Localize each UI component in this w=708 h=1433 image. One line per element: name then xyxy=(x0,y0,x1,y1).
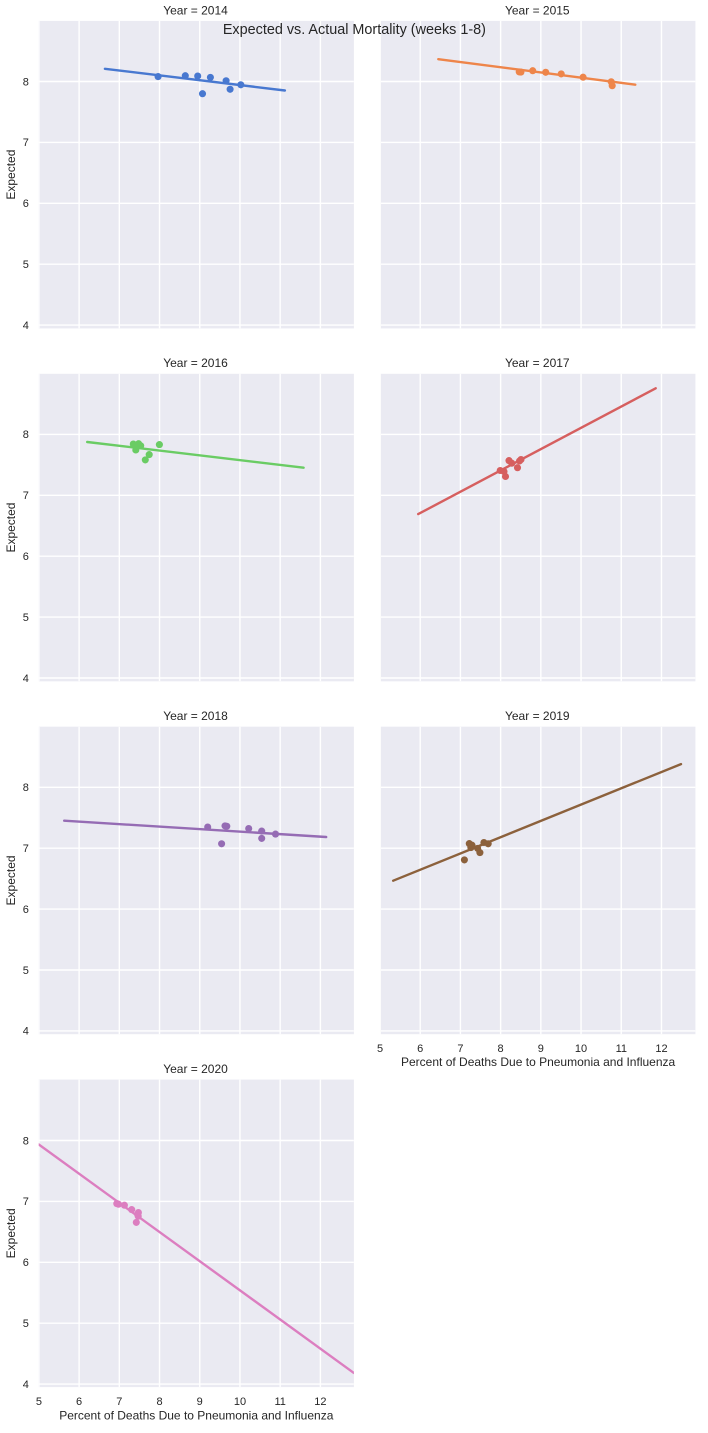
svg-text:Percent of Deaths Due to Pneum: Percent of Deaths Due to Pneumonia and I… xyxy=(401,1055,676,1069)
svg-text:Year = 2014: Year = 2014 xyxy=(163,4,228,18)
svg-text:8: 8 xyxy=(23,1135,29,1147)
svg-text:Expected: Expected xyxy=(4,1208,18,1258)
svg-text:6: 6 xyxy=(23,198,29,210)
svg-text:6: 6 xyxy=(76,1396,82,1408)
svg-text:Expected: Expected xyxy=(4,855,18,905)
svg-text:7: 7 xyxy=(457,1043,463,1055)
svg-text:Year = 2016: Year = 2016 xyxy=(163,356,228,370)
svg-text:7: 7 xyxy=(23,1196,29,1208)
svg-text:4: 4 xyxy=(23,673,29,685)
svg-text:4: 4 xyxy=(23,1379,29,1391)
svg-text:Year = 2020: Year = 2020 xyxy=(163,1062,228,1076)
svg-text:Expected vs. Actual Mortality: Expected vs. Actual Mortality (weeks 1-8… xyxy=(223,22,486,38)
svg-text:6: 6 xyxy=(417,1043,423,1055)
svg-text:Year = 2017: Year = 2017 xyxy=(505,356,570,370)
svg-text:5: 5 xyxy=(23,259,29,271)
svg-text:11: 11 xyxy=(616,1043,627,1055)
svg-text:4: 4 xyxy=(23,320,29,332)
svg-text:Expected: Expected xyxy=(4,150,18,200)
svg-text:5: 5 xyxy=(377,1043,383,1055)
svg-text:Year = 2018: Year = 2018 xyxy=(163,709,228,723)
svg-text:8: 8 xyxy=(23,782,29,794)
svg-text:6: 6 xyxy=(23,551,29,563)
svg-text:5: 5 xyxy=(23,965,29,977)
svg-text:12: 12 xyxy=(314,1396,326,1408)
svg-text:7: 7 xyxy=(23,490,29,502)
svg-text:7: 7 xyxy=(116,1396,122,1408)
svg-text:10: 10 xyxy=(575,1043,587,1055)
svg-text:9: 9 xyxy=(197,1396,203,1408)
svg-text:11: 11 xyxy=(274,1396,285,1408)
svg-text:5: 5 xyxy=(36,1396,42,1408)
svg-text:6: 6 xyxy=(23,904,29,916)
svg-text:7: 7 xyxy=(23,843,29,855)
svg-text:5: 5 xyxy=(23,1318,29,1330)
svg-text:Expected: Expected xyxy=(4,503,18,553)
svg-text:4: 4 xyxy=(23,1026,29,1038)
svg-text:8: 8 xyxy=(23,429,29,441)
svg-text:8: 8 xyxy=(23,76,29,88)
svg-text:Year = 2019: Year = 2019 xyxy=(505,709,570,723)
svg-text:8: 8 xyxy=(498,1043,504,1055)
svg-text:9: 9 xyxy=(538,1043,544,1055)
svg-text:8: 8 xyxy=(156,1396,162,1408)
svg-text:12: 12 xyxy=(655,1043,667,1055)
svg-text:7: 7 xyxy=(23,137,29,149)
svg-text:Year = 2015: Year = 2015 xyxy=(505,4,570,18)
svg-text:6: 6 xyxy=(23,1257,29,1269)
svg-text:10: 10 xyxy=(234,1396,246,1408)
svg-text:5: 5 xyxy=(23,612,29,624)
svg-text:Percent of Deaths Due to Pneum: Percent of Deaths Due to Pneumonia and I… xyxy=(59,1408,334,1422)
